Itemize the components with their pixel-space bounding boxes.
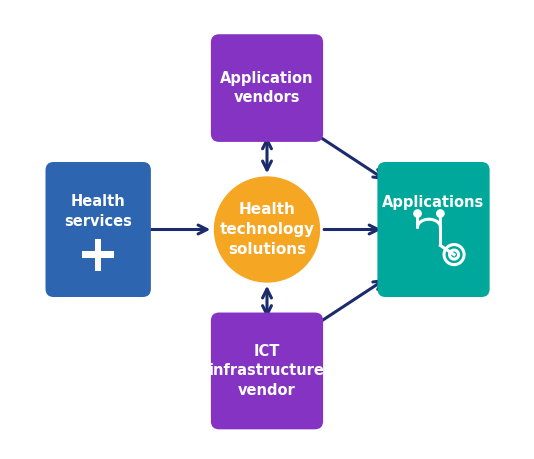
FancyBboxPatch shape [95, 239, 101, 270]
Text: Health
services: Health services [64, 194, 132, 229]
Text: Applications: Applications [382, 195, 485, 210]
Circle shape [414, 210, 421, 217]
Text: Application
vendors: Application vendors [220, 71, 314, 106]
FancyBboxPatch shape [378, 162, 490, 297]
FancyBboxPatch shape [211, 34, 323, 142]
FancyBboxPatch shape [211, 313, 323, 429]
Text: Health
technology
solutions: Health technology solutions [219, 202, 315, 257]
FancyBboxPatch shape [45, 162, 151, 297]
Circle shape [215, 177, 319, 282]
Circle shape [437, 210, 444, 217]
Text: ICT
infrastructure
vendor: ICT infrastructure vendor [209, 344, 325, 398]
FancyBboxPatch shape [82, 252, 114, 258]
